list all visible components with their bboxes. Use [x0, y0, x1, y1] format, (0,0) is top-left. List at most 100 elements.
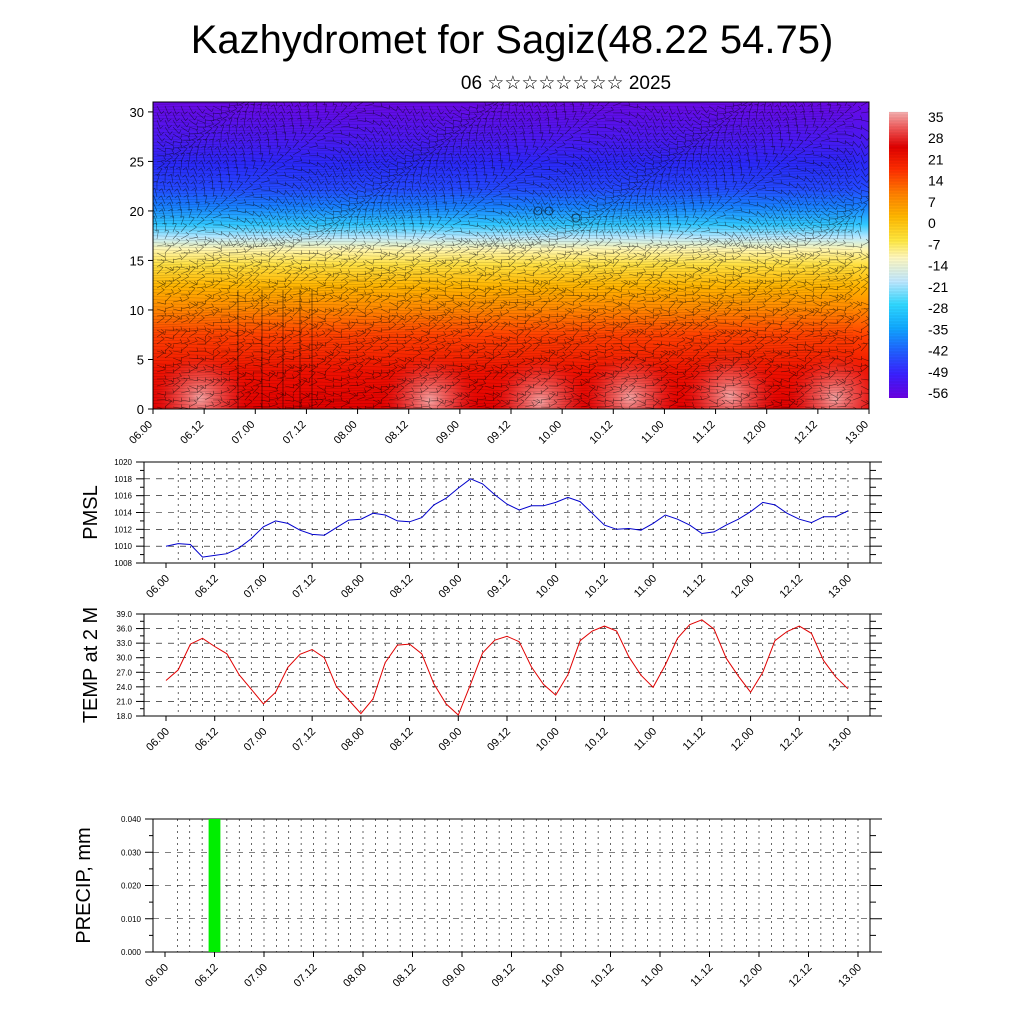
- section-x-tick-label: 08.12: [383, 419, 411, 447]
- calm-circle: [544, 206, 554, 216]
- section-plot-area: [153, 102, 869, 409]
- section-y-tick-label: 20: [130, 204, 144, 219]
- temp-line: [165, 619, 849, 716]
- section-x-tick-label: 06.12: [178, 419, 206, 447]
- pmsl-x-tick-label: 07.00: [242, 573, 270, 601]
- pmsl-x-tick-label: 09.12: [485, 573, 513, 601]
- colorbar-label: 7: [928, 194, 936, 210]
- pmsl-y-tick-label: 1008: [114, 559, 132, 568]
- pmsl-y-tick-label: 1018: [114, 475, 132, 484]
- pmsl-x-tick-label: 12.00: [729, 573, 757, 601]
- pmsl-x-tick-label: 07.12: [290, 573, 318, 601]
- precip-x-tick-label: 10.12: [589, 962, 617, 990]
- colorbar-label: 0: [928, 215, 936, 231]
- section-y-tick-label: 0: [137, 402, 144, 417]
- temp-x-tick-label: 10.00: [534, 726, 562, 754]
- pmsl-x-tick-label: 09.00: [436, 573, 464, 601]
- section-y-tick-label: 10: [130, 303, 144, 318]
- temp-y-tick-label: 30.0: [116, 654, 132, 663]
- section-x-tick-label: 10.12: [587, 419, 615, 447]
- precip-x-tick-label: 07.00: [242, 962, 270, 990]
- temp-x-tick-label: 06.00: [144, 726, 172, 754]
- precip-bar: [208, 819, 221, 952]
- temp-y-tick-label: 39.0: [116, 610, 132, 619]
- warm-surface-blob: [787, 352, 869, 409]
- colorbar-fill: [889, 112, 908, 398]
- precip-x-tick-label: 11.12: [688, 962, 715, 989]
- pmsl-x-tick-label: 06.00: [144, 573, 172, 601]
- section-x-tick-label: 09.12: [485, 419, 513, 447]
- precip-grid: [153, 819, 870, 952]
- pmsl-x-tick-label: 12.12: [777, 573, 805, 601]
- section-x-tick-label: 06.00: [127, 419, 155, 447]
- chart-title: Kazhydromet for Sagiz(48.22 54.75): [190, 18, 834, 62]
- pmsl-x-tick-label: 13.00: [826, 573, 854, 601]
- precip-y-tick-label: 0.040: [121, 815, 142, 824]
- colorbar-label: -21: [928, 279, 948, 295]
- warm-surface-blob: [153, 352, 248, 409]
- colorbar-label: 35: [928, 109, 944, 125]
- colorbar-label: -42: [928, 343, 948, 359]
- colorbar-label: 28: [928, 130, 944, 146]
- section-x-tick-label: 11.12: [690, 419, 717, 446]
- temp-x-tick-label: 08.12: [388, 726, 416, 754]
- precip-y-tick-label: 0.030: [121, 848, 142, 857]
- precip-x-tick-label: 07.12: [292, 962, 320, 990]
- section-x-tick-label: 08.00: [332, 419, 360, 447]
- precip-x-tick-label: 12.12: [787, 962, 815, 990]
- pmsl-panel: 1008 1010 1012 1014 1016 1018 1020 06.00 06.12 07…: [80, 458, 882, 601]
- vertical-barb-stacks: [237, 290, 313, 409]
- pmsl-x-tick-label: 06.12: [193, 573, 221, 601]
- section-y-tick-label: 30: [130, 105, 144, 120]
- pmsl-grid: [144, 462, 870, 563]
- temp-x-tick-label: 09.12: [485, 726, 513, 754]
- precip-x-tick-label: 08.00: [341, 962, 369, 990]
- temp-x-tick-label: 11.12: [681, 726, 708, 753]
- temp-x-tick-label: 07.12: [290, 726, 318, 754]
- temp-x-tick-label: 06.12: [193, 726, 221, 754]
- temp-y-tick-label: 33.0: [116, 639, 132, 648]
- precip-x-tick-label: 11.00: [639, 962, 666, 989]
- colorbar-label: -35: [928, 321, 948, 337]
- pmsl-x-tick-label: 10.12: [583, 573, 611, 601]
- precip-x-tick-label: 09.00: [440, 962, 468, 990]
- precip-x-tick-label: 12.00: [737, 962, 765, 990]
- temp-x-tick-label: 13.00: [826, 726, 854, 754]
- section-x-tick-label: 07.12: [281, 419, 309, 447]
- section-x-tick-label: 12.12: [792, 419, 820, 447]
- section-x-tick-label: 11.00: [639, 419, 666, 446]
- colorbar-label: -49: [928, 364, 948, 380]
- section-y-tick-label: 5: [137, 352, 144, 367]
- pmsl-y-tick-label: 1020: [114, 458, 132, 467]
- precip-y-axis-label: PRECIP, mm: [73, 827, 95, 943]
- precip-x-tick-label: 06.12: [193, 962, 221, 990]
- precip-x-tick-label: 13.00: [836, 962, 864, 990]
- precip-y-tick-label: 0.010: [121, 915, 142, 924]
- temp-x-tick-label: 12.12: [777, 726, 805, 754]
- pmsl-x-tick-label: 10.00: [534, 573, 562, 601]
- pmsl-x-tick-label: 11.12: [681, 573, 708, 600]
- pmsl-y-tick-label: 1014: [114, 509, 132, 518]
- section-x-tick-label: 10.00: [536, 419, 564, 447]
- section-x-tick-label: 09.00: [434, 419, 462, 447]
- section-x-tick-label: 07.00: [229, 419, 257, 447]
- temp-y-tick-label: 36.0: [116, 625, 132, 634]
- pmsl-y-axis-label: PMSL: [80, 485, 102, 539]
- temp-y-tick-label: 21.0: [116, 697, 132, 706]
- pmsl-x-tick-label: 08.00: [339, 573, 367, 601]
- precip-y-tick-label: 0.000: [121, 948, 142, 957]
- calm-circle: [571, 213, 581, 223]
- temp-x-tick-label: 07.00: [242, 726, 270, 754]
- colorbar-label: 21: [928, 151, 944, 167]
- warm-surface-blob: [582, 352, 678, 409]
- pmsl-y-tick-label: 1016: [114, 492, 132, 501]
- temp-x-tick-label: 10.12: [583, 726, 611, 754]
- colorbar-label: -56: [928, 385, 948, 401]
- warm-surface-blob: [382, 354, 478, 409]
- precip-x-tick-label: 10.00: [539, 962, 567, 990]
- precip-x-tick-label: 09.12: [490, 962, 518, 990]
- temp-x-tick-label: 09.00: [436, 726, 464, 754]
- pmsl-x-tick-label: 11.00: [632, 573, 659, 600]
- precip-x-tick-label: 08.12: [391, 962, 419, 990]
